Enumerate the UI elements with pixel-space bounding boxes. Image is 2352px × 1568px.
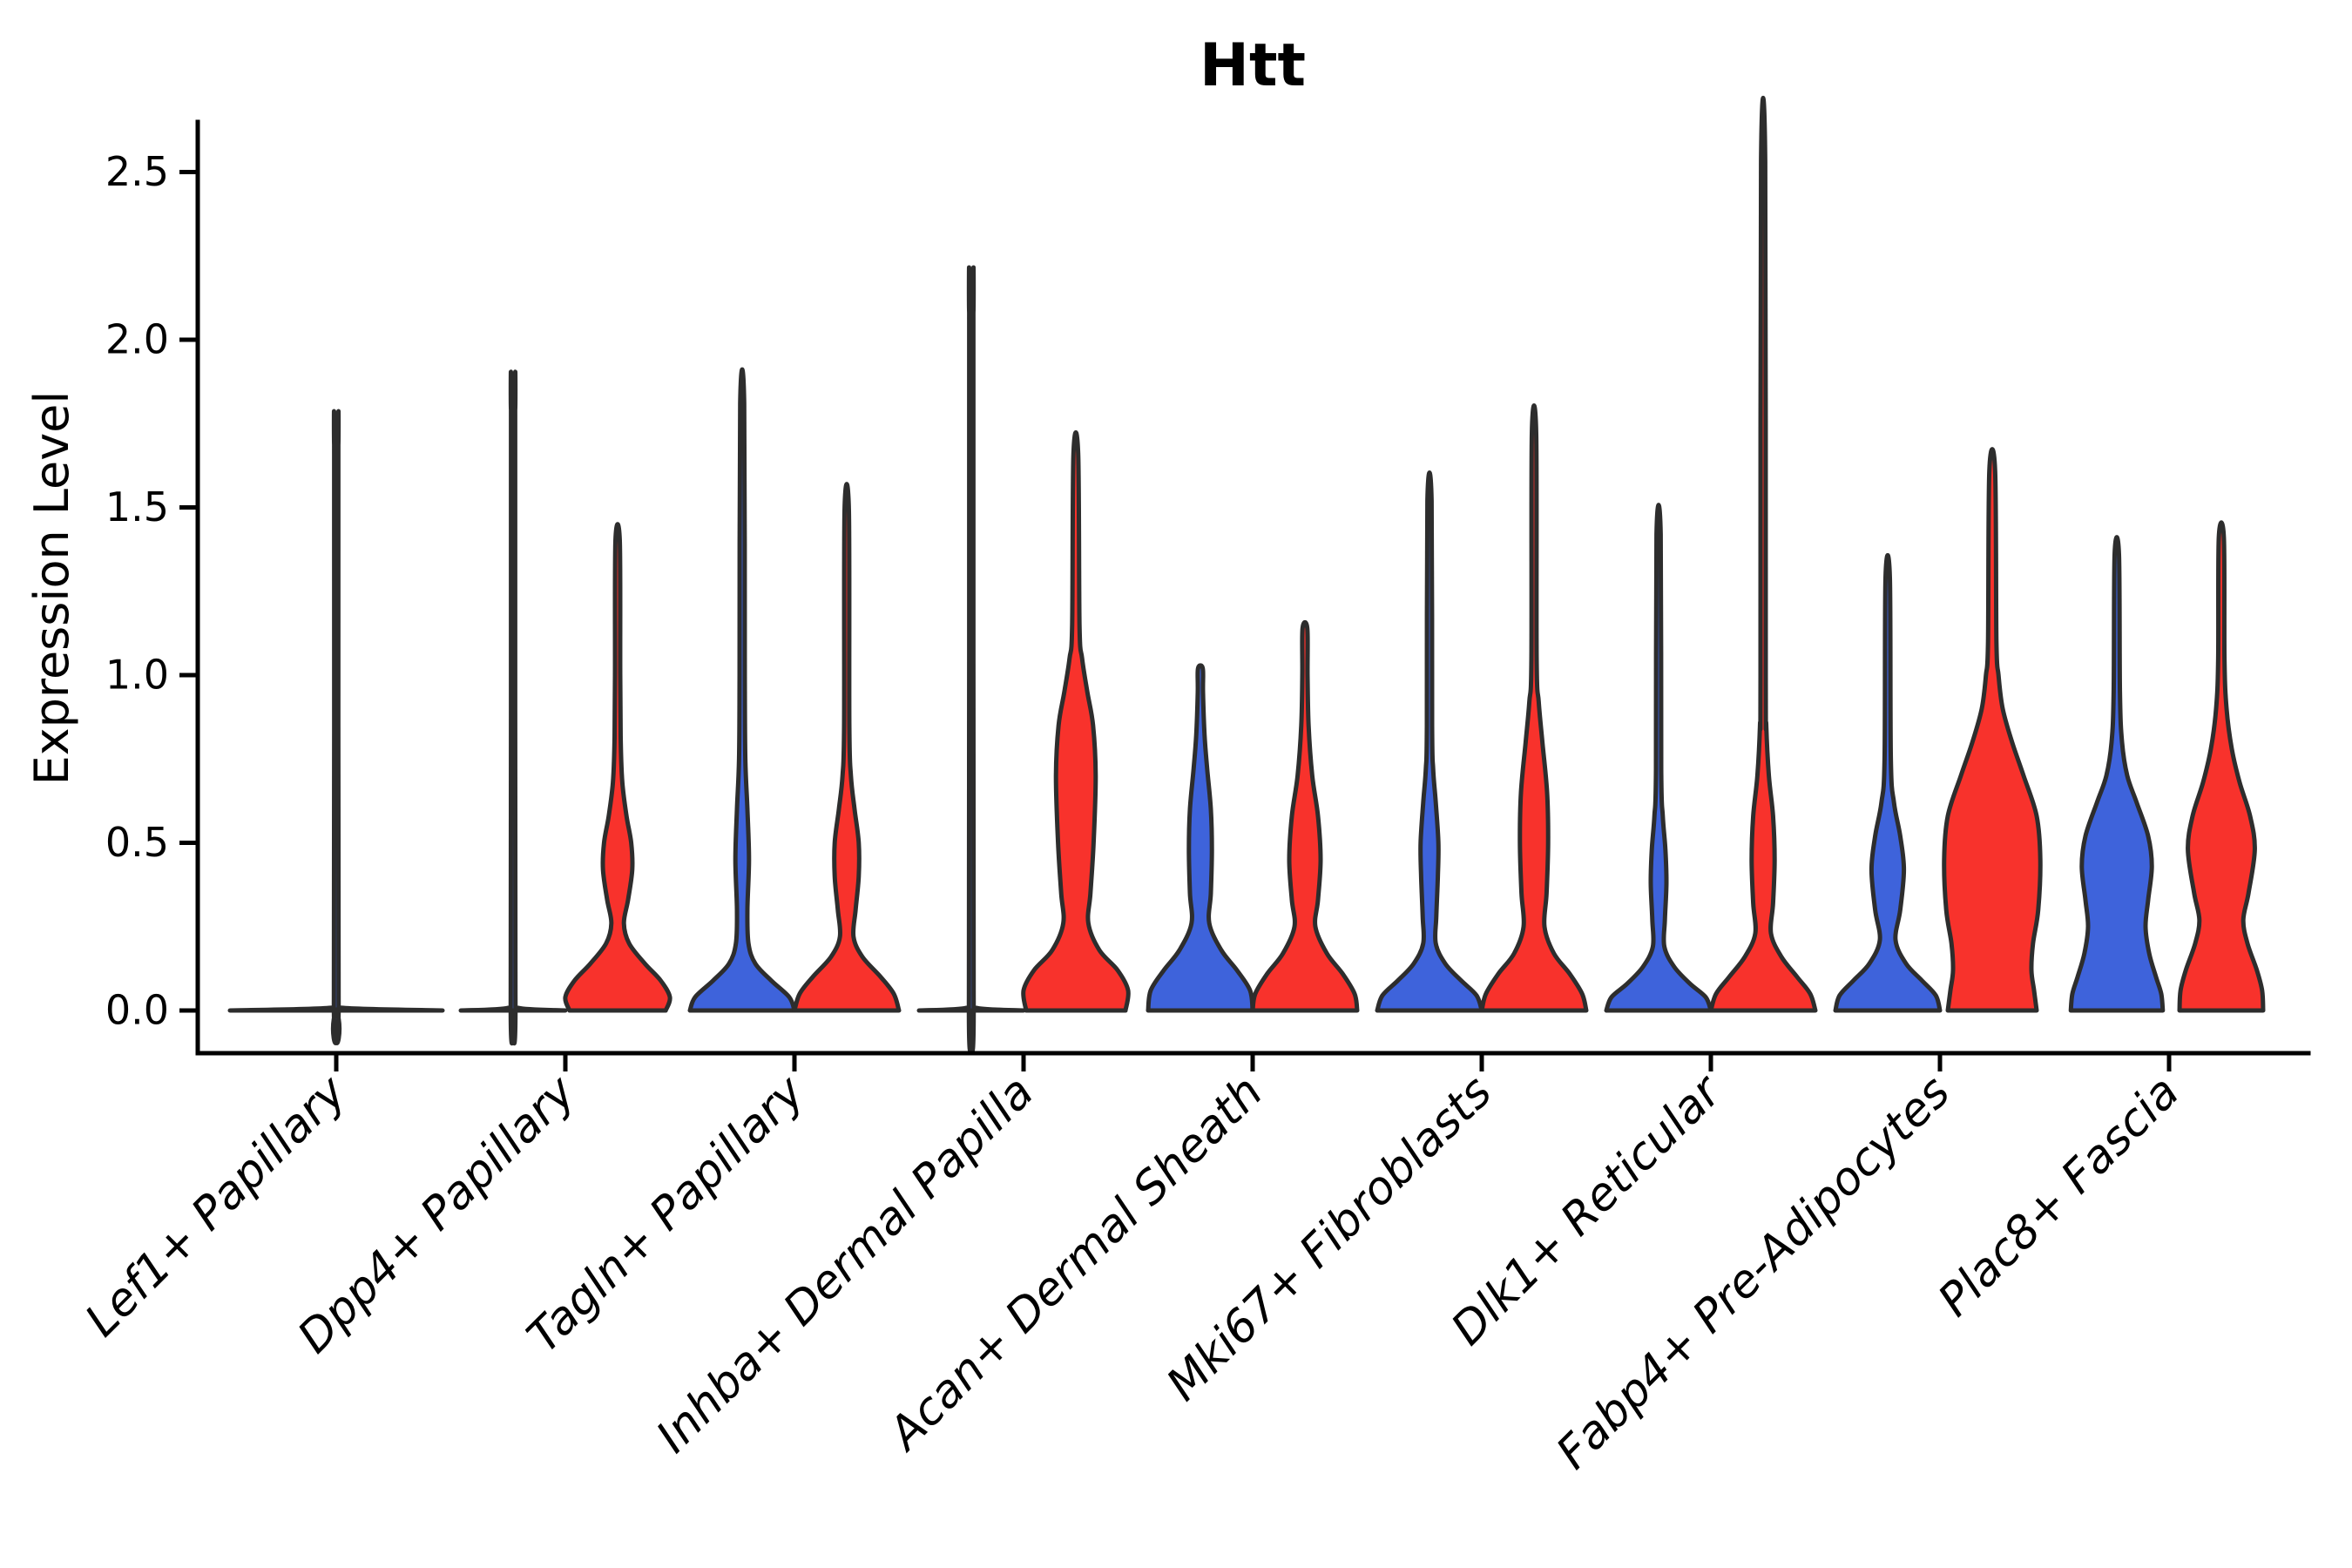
y-tick-label-0.0: 0.0 xyxy=(105,987,169,1034)
axes-spines xyxy=(195,119,2311,1056)
violin-inhba-dermal-papilla-blue xyxy=(916,265,1026,1053)
violin-dpp4-papillary-blue xyxy=(458,369,568,1046)
x-tick-label-acan-dermal-sheath: Acan+ Dermal Sheath xyxy=(877,1066,1273,1462)
axes-layer xyxy=(195,119,2311,1056)
violin-plac8-fascia-blue xyxy=(2068,535,2166,1013)
violins-layer xyxy=(227,96,2266,1053)
violin-inhba-dermal-papilla-red xyxy=(1021,430,1131,1013)
violin-tagln-papillary-blue xyxy=(687,367,797,1013)
violin-tagln-papillary-red xyxy=(792,482,902,1013)
violin-fabp4-pre-adipocytes-blue xyxy=(1833,553,1943,1013)
y-axis-label: Expression Level xyxy=(24,391,79,786)
violin-dlk1-reticular-blue xyxy=(1604,503,1713,1013)
x-tick-label-fabp4-pre-adipocytes: Fabp4+ Pre-Adipocytes xyxy=(1547,1066,1961,1480)
violin-lef1-papillary-single xyxy=(227,409,445,1045)
violin-plac8-fascia-red xyxy=(2177,520,2266,1013)
violin-fabp4-pre-adipocytes-red xyxy=(1942,447,2043,1013)
y-tick-label-0.5: 0.5 xyxy=(105,819,169,866)
violin-acan-dermal-sheath-red xyxy=(1250,619,1360,1013)
plot-title: Htt xyxy=(1200,31,1306,100)
x-tick-label-plac8-fascia: Plac8+ Fascia xyxy=(1929,1066,2189,1327)
y-tick-label-1.0: 1.0 xyxy=(105,652,169,699)
violin-dlk1-reticular-red xyxy=(1708,96,1818,1013)
violin-mki67-fibroblasts-red xyxy=(1479,403,1589,1013)
violin-dpp4-papillary-red xyxy=(563,522,672,1013)
x-tick-label-inhba-dermal-papilla: Inhba+ Dermal Papilla xyxy=(646,1066,1044,1463)
violin-acan-dermal-sheath-blue xyxy=(1146,663,1255,1013)
y-tick-label-2.5: 2.5 xyxy=(105,148,169,195)
y-tick-label-2.0: 2.0 xyxy=(105,316,169,363)
violin-mki67-fibroblasts-blue xyxy=(1375,470,1484,1013)
y-tick-label-1.5: 1.5 xyxy=(105,483,169,531)
